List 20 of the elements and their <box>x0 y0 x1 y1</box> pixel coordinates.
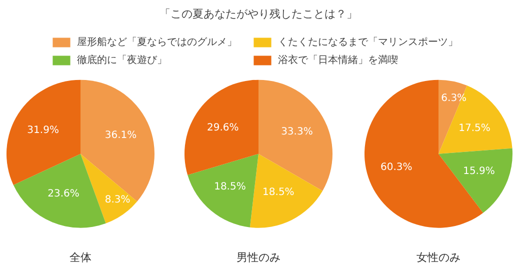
legend-label: 屋形船など「夏ならではのグルメ」 <box>77 36 238 49</box>
data-label: 17.5% <box>458 122 490 134</box>
data-label: 33.3% <box>281 126 313 138</box>
data-label: 31.9% <box>27 124 59 136</box>
data-label: 60.3% <box>380 162 412 174</box>
data-label: 18.5% <box>262 187 294 198</box>
legend-label: くたくたになるまで「マリンスポーツ」 <box>278 36 458 49</box>
legend-label: 浴衣で「日本情緒」を満喫 <box>278 54 399 67</box>
data-label: 18.5% <box>214 182 246 193</box>
chart-title: 「この夏あなたがやり残したことは？」 <box>160 8 358 20</box>
data-label: 15.9% <box>463 166 495 178</box>
text: 男性のみ <box>236 251 280 264</box>
text: 全体 <box>70 251 92 264</box>
legend-label: 徹底的に「夜遊び」 <box>77 54 168 67</box>
data-label: 8.3% <box>104 194 130 206</box>
data-label: 36.1% <box>104 130 137 141</box>
data-label: 23.6% <box>48 188 80 200</box>
data-label: 29.6% <box>207 122 239 134</box>
data-label: 6.3% <box>441 92 467 104</box>
text: 女性のみ <box>416 251 460 264</box>
